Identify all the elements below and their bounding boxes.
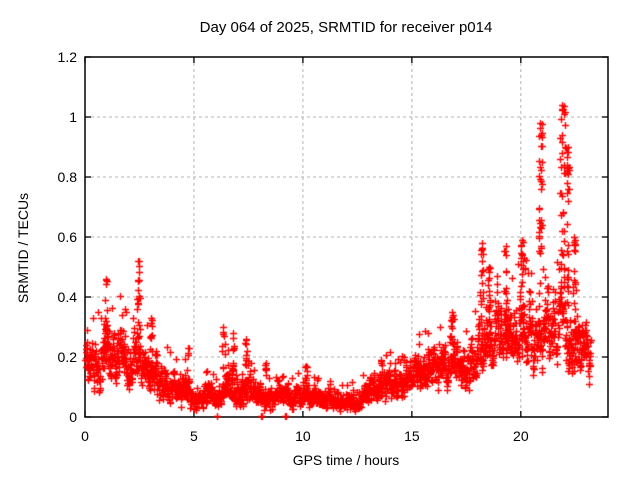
x-tick-label: 15 — [404, 428, 420, 444]
y-tick-label: 0.6 — [57, 229, 77, 245]
y-tick-label: 0.8 — [57, 169, 77, 185]
y-tick-label: 1 — [69, 109, 77, 125]
y-tick-label: 0.2 — [57, 349, 77, 365]
x-tick-label: 20 — [513, 428, 529, 444]
y-tick-label: 0 — [69, 409, 77, 425]
x-tick-label: 5 — [190, 428, 198, 444]
y-tick-label: 0.4 — [57, 289, 77, 305]
x-tick-label: 10 — [295, 428, 311, 444]
x-tick-label: 0 — [81, 428, 89, 444]
y-tick-label: 1.2 — [57, 49, 77, 65]
x-axis-title: GPS time / hours — [292, 452, 400, 468]
